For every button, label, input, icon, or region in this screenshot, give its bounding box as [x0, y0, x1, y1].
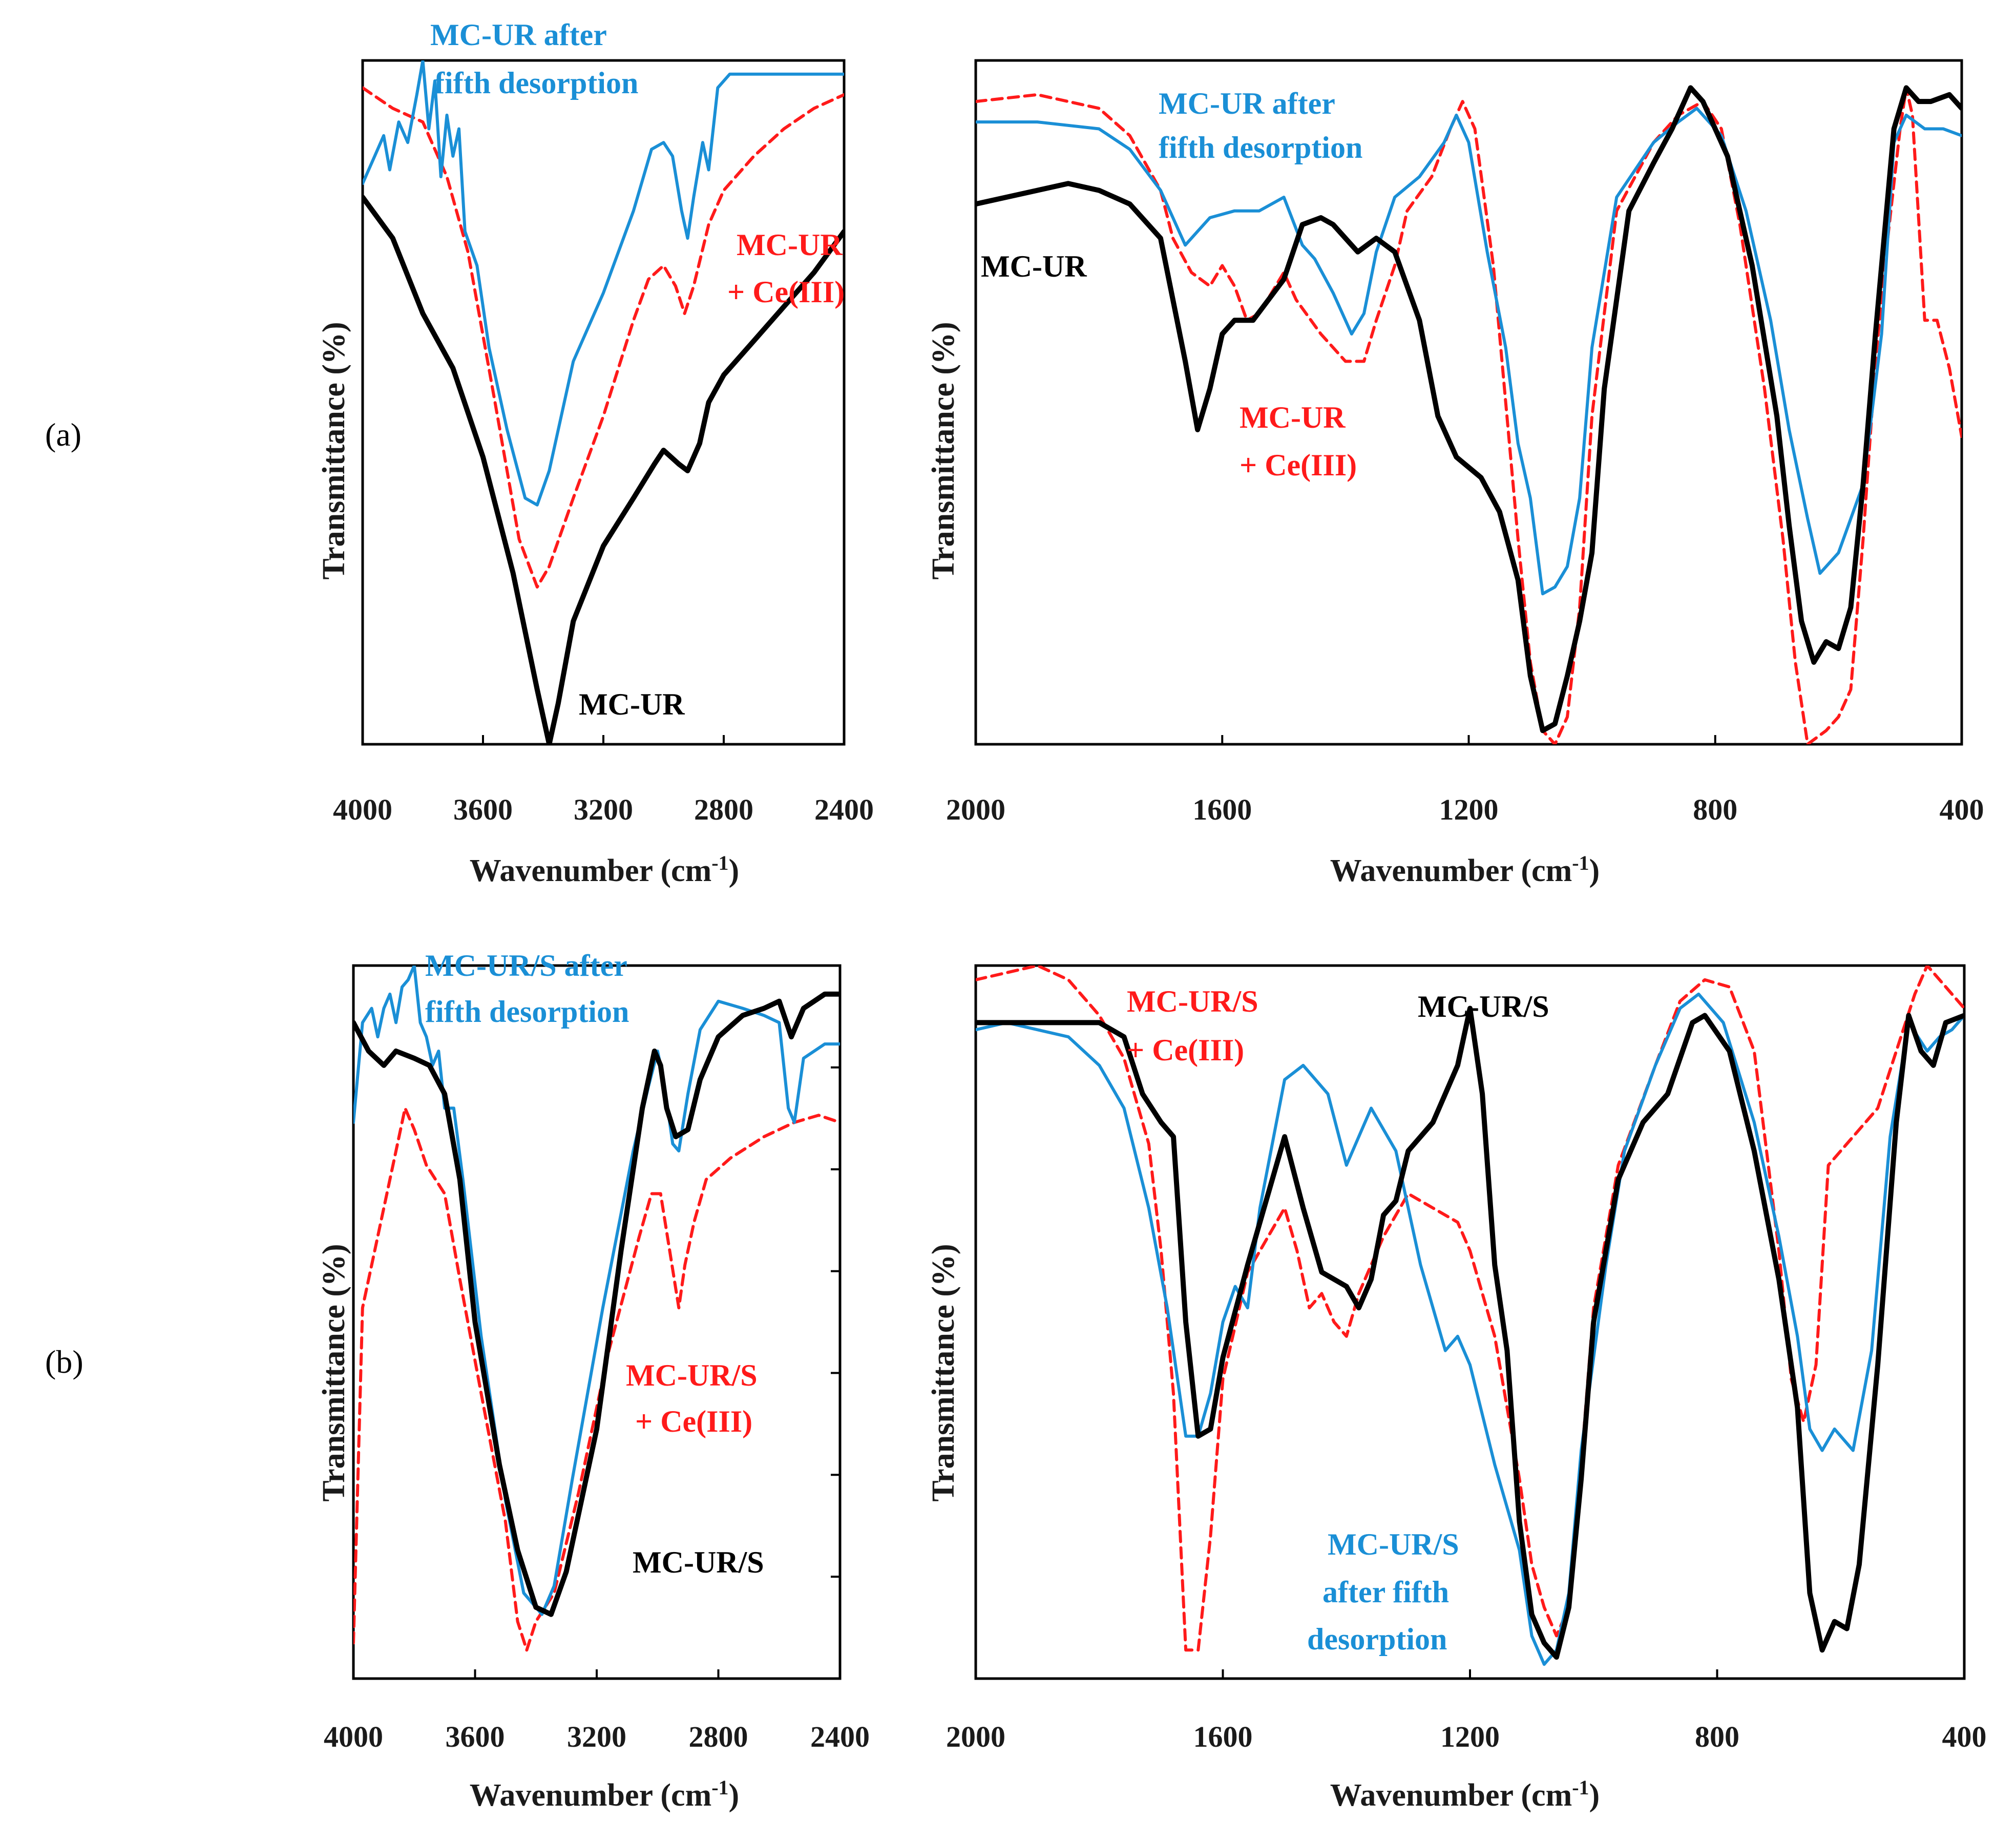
panel-label-b: (b): [45, 1344, 83, 1380]
x-tick-label: 1200: [1439, 793, 1499, 826]
series-line-mc-ur-a-low: [976, 85, 1962, 734]
x-tick-label: 2800: [689, 1720, 748, 1753]
annotation-b-low-blue-line3: desorption: [1307, 1622, 1447, 1656]
x-axis-title-a-low: Wavenumber (cm-1): [1330, 851, 1600, 888]
series-line-mc-urs-b-low: [976, 1006, 1964, 1660]
series-line-mc-ur-ce-a-high: [363, 86, 844, 589]
x-tick-label: 2800: [694, 793, 753, 826]
annotation-a-high-red-line2: + Ce(III): [727, 275, 845, 309]
plot-area-b-low: [974, 964, 1966, 1680]
series-line-mc-ur-ce-a-low: [976, 86, 1962, 744]
annotation-b-low-black: MC-UR/S: [1418, 990, 1549, 1023]
annotation-a-low-red-line1: MC-UR: [1240, 401, 1346, 434]
annotation-b-high-red-line1: MC-UR/S: [626, 1358, 758, 1392]
x-tick-label: 1200: [1440, 1720, 1500, 1753]
x-tick-label: 400: [1942, 1720, 1987, 1753]
plot-frame-a-high: [361, 59, 846, 746]
panel-label-a: (a): [45, 416, 81, 453]
x-axis-title-b-low: Wavenumber (cm-1): [1330, 1776, 1600, 1813]
series-line-mc-urs-desorbed-b-low: [976, 992, 1964, 1666]
annotation-b-high-red-line2: + Ce(III): [635, 1405, 752, 1438]
x-tick-label: 3200: [574, 793, 633, 826]
plot-frame-b-high: [352, 964, 842, 1680]
annotation-b-low-blue-line1: MC-UR/S: [1328, 1527, 1459, 1561]
annotation-b-high-blue-line2: fifth desorption: [425, 995, 629, 1029]
x-tick-label: 4000: [324, 1720, 383, 1753]
series-line-mc-urs-b-high: [353, 991, 840, 1617]
annotation-a-low-black: MC-UR: [981, 249, 1087, 283]
annotation-b-low-blue-line2: after fifth: [1322, 1575, 1449, 1609]
annotation-a-high-blue-line2: fifth desorption: [434, 66, 638, 100]
x-tick-label: 1600: [1193, 1720, 1253, 1753]
x-tick-label: 2400: [814, 793, 874, 826]
annotation-a-high-red-line1: MC-UR: [737, 228, 843, 262]
subplot-b-low: Transmittance (%) Wavenumber (cm-1) MC-U…: [926, 964, 1987, 1813]
x-tick-label: 800: [1695, 1720, 1739, 1753]
x-tick-label: 400: [1940, 793, 1984, 826]
series-line-mc-ur-desorbed-a-low: [976, 107, 1962, 596]
x-tick-label: 1600: [1192, 793, 1252, 826]
plot-frame-a-low: [974, 59, 1963, 746]
y-axis-title-a-low: Transmittance (%): [926, 322, 961, 579]
annotation-b-low-red-line2: + Ce(III): [1127, 1033, 1244, 1067]
annotation-b-high-black: MC-UR/S: [633, 1545, 764, 1579]
subplot-b-high: Transmittance (%) Wavenumber (cm-1) MC-U…: [317, 949, 870, 1813]
annotation-b-high-blue-line1: MC-UR/S after: [425, 949, 627, 982]
x-axis-title-a-high: Wavenumber (cm-1): [470, 851, 739, 888]
plot-frame-b-low: [974, 964, 1966, 1680]
x-tick-label: 3200: [567, 1720, 626, 1753]
annotation-a-low-blue-line2: fifth desorption: [1159, 131, 1362, 164]
plot-area-a-high: [361, 59, 846, 746]
x-tick-label: 2400: [810, 1720, 870, 1753]
x-tick-label: 800: [1693, 793, 1737, 826]
y-axis-title-b-high: Transmittance (%): [317, 1244, 351, 1501]
annotation-b-low-red-line1: MC-UR/S: [1127, 985, 1258, 1018]
subplot-a-high: Transmittance (%) Wavenumber (cm-1) MC-U…: [317, 18, 874, 888]
annotation-a-low-blue-line1: MC-UR after: [1159, 87, 1335, 120]
x-tick-label: 2000: [946, 1720, 1005, 1753]
series-line-mc-ur-desorbed-a-high: [363, 60, 844, 507]
series-line-mc-urs-ce-b-low: [976, 966, 1964, 1652]
x-tick-label: 2000: [946, 793, 1005, 826]
plot-area-a-low: [974, 59, 1963, 746]
y-axis-title-b-low: Transmittance (%): [926, 1244, 961, 1501]
x-axis-title-b-high: Wavenumber (cm-1): [470, 1776, 739, 1813]
series-line-mc-ur-a-high: [363, 195, 844, 744]
annotation-a-high-blue-line1: MC-UR after: [430, 18, 607, 52]
x-tick-label: 3600: [446, 1720, 505, 1753]
annotation-a-low-red-line2: + Ce(III): [1240, 448, 1357, 482]
y-axis-title-a-high: Transmittance (%): [317, 322, 351, 579]
series-line-mc-urs-ce-b-high: [353, 1106, 840, 1652]
x-tick-label: 4000: [333, 793, 392, 826]
x-tick-label: 3600: [453, 793, 513, 826]
subplot-a-low: Transmittance (%) Wavenumber (cm-1) MC-U…: [926, 59, 1984, 888]
annotation-a-high-black: MC-UR: [579, 687, 685, 721]
plot-area-b-high: [352, 964, 842, 1680]
